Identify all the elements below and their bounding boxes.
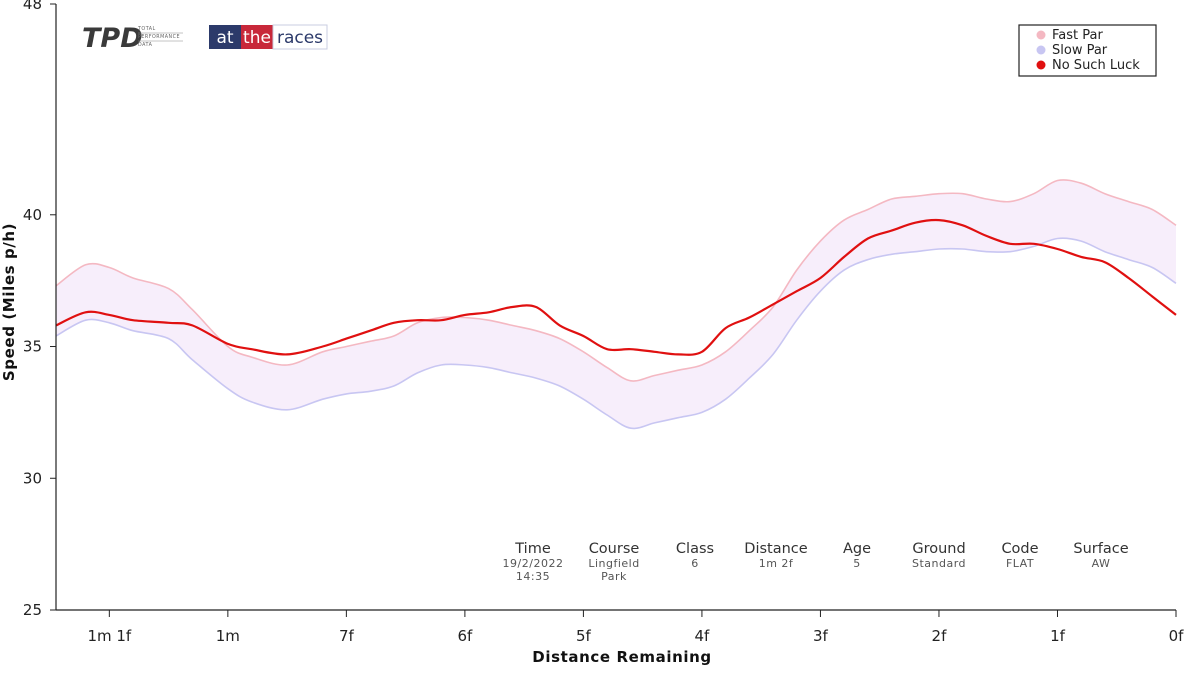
legend-marker-fast-par xyxy=(1036,30,1046,40)
tpd-logo-subline: PERFORMANCE xyxy=(138,34,180,40)
y-tick-label: 48 xyxy=(23,0,42,13)
tpd-logo-subline: DATA xyxy=(138,42,153,48)
race-info-value-ground: Standard xyxy=(912,557,966,570)
race-info-label-distance: Distance xyxy=(744,541,807,557)
x-tick-labels: 1m 1f 1m 7f 6f 5f 4f 3f 2f 1f 0f xyxy=(87,610,1184,645)
x-axis-title: Distance Remaining xyxy=(532,648,711,666)
x-tick-label: 1m xyxy=(216,627,240,645)
y-tick-labels: 25 30 35 40 48 xyxy=(23,0,56,619)
race-info-label-ground: Ground xyxy=(912,541,965,557)
race-info-value-time: 19/2/2022 xyxy=(503,557,564,570)
series-lines xyxy=(55,179,1177,430)
race-info-value-class: 6 xyxy=(691,557,699,570)
x-tick-label: 1m 1f xyxy=(87,627,131,645)
x-tick-label: 3f xyxy=(813,627,829,645)
tpd-logo: TPD TOTAL PERFORMANCE DATA xyxy=(82,23,183,54)
at-the-races-logo: at the races xyxy=(209,24,328,50)
atr-text-races: races xyxy=(277,28,323,48)
y-tick-label: 35 xyxy=(23,338,42,356)
tpd-logo-subline: TOTAL xyxy=(137,26,156,32)
legend-marker-slow-par xyxy=(1036,45,1046,55)
x-tick-label: 0f xyxy=(1169,627,1185,645)
x-tick-label: 5f xyxy=(576,627,592,645)
race-info-label-time: Time xyxy=(514,541,551,557)
race-info-label-surface: Surface xyxy=(1073,541,1128,557)
x-tick-label: 7f xyxy=(339,627,355,645)
y-tick-label: 30 xyxy=(23,469,42,487)
series-line-fast-par xyxy=(55,179,1177,382)
race-info-value-surface: AW xyxy=(1092,557,1111,570)
race-info-label-age: Age xyxy=(843,541,871,557)
tpd-logo-text: TPD xyxy=(82,23,143,54)
legend-label-no-such-luck: No Such Luck xyxy=(1052,58,1140,73)
race-info-label-code: Code xyxy=(1001,541,1038,557)
atr-box-races xyxy=(272,24,328,50)
x-tick-label: 6f xyxy=(457,627,473,645)
x-tick-label: 4f xyxy=(695,627,711,645)
y-tick-label: 25 xyxy=(23,601,42,619)
par-band-fill xyxy=(56,179,1176,429)
race-info-value-distance: 1m 2f xyxy=(759,557,794,570)
race-info-value-age: 5 xyxy=(853,557,861,570)
atr-box-at xyxy=(209,25,241,49)
legend: Fast Par Slow Par No Such Luck xyxy=(1018,24,1157,77)
y-axis-title: Speed (Miles p/h) xyxy=(0,223,18,381)
series-line-no-such-luck xyxy=(55,218,1177,356)
legend-label-fast-par: Fast Par xyxy=(1052,28,1103,43)
axes xyxy=(55,4,1176,611)
atr-text-the: the xyxy=(243,28,271,48)
legend-label-slow-par: Slow Par xyxy=(1052,43,1108,58)
x-tick-label: 2f xyxy=(932,627,948,645)
atr-text-at: at xyxy=(216,28,233,48)
y-tick-label: 40 xyxy=(23,206,42,224)
x-tick-label: 1f xyxy=(1050,627,1066,645)
series-line-slow-par xyxy=(55,237,1177,430)
race-info-label-course: Course xyxy=(589,541,640,557)
atr-box-the xyxy=(241,25,273,49)
race-info-value-time: 14:35 xyxy=(516,570,550,583)
legend-marker-no-such-luck xyxy=(1036,60,1046,70)
race-info-label-class: Class xyxy=(676,541,714,557)
par-band xyxy=(56,179,1176,429)
race-info-value-course: Lingfield xyxy=(588,557,639,570)
race-info-value-code: FLAT xyxy=(1006,557,1034,570)
race-info-value-course: Park xyxy=(601,570,627,583)
